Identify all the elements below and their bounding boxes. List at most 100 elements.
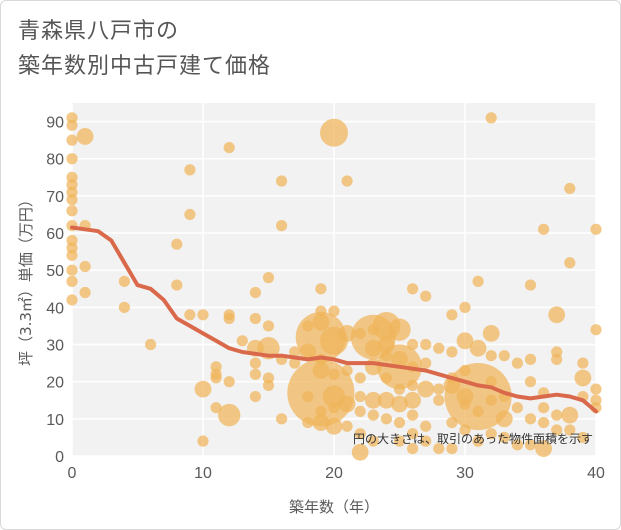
data-point bbox=[341, 420, 353, 432]
data-point bbox=[548, 306, 566, 324]
data-point bbox=[538, 416, 550, 429]
data-point bbox=[236, 335, 248, 347]
data-point bbox=[407, 442, 419, 455]
data-point bbox=[420, 338, 432, 351]
size-note: 円の大きさは、取引のあった物件面積を示す bbox=[353, 431, 593, 446]
data-point bbox=[538, 223, 550, 235]
data-point bbox=[66, 205, 78, 217]
data-point bbox=[472, 435, 484, 447]
data-point bbox=[378, 391, 395, 409]
data-point bbox=[485, 376, 497, 388]
data-point bbox=[577, 357, 589, 369]
y-tick-label: 80 bbox=[46, 152, 64, 169]
data-point bbox=[223, 312, 235, 325]
data-point bbox=[341, 175, 353, 187]
data-point bbox=[469, 339, 487, 357]
data-point bbox=[118, 275, 130, 287]
data-point bbox=[249, 312, 261, 325]
data-point bbox=[420, 435, 432, 447]
data-point bbox=[472, 405, 484, 418]
data-point bbox=[535, 440, 552, 457]
data-point bbox=[276, 175, 288, 187]
data-point bbox=[433, 394, 445, 406]
data-point bbox=[351, 443, 369, 461]
data-point bbox=[551, 353, 563, 365]
data-point bbox=[388, 318, 411, 341]
data-point bbox=[407, 338, 419, 351]
data-point bbox=[249, 368, 261, 380]
data-point bbox=[407, 283, 419, 295]
data-point bbox=[354, 372, 366, 384]
y-tick-label: 50 bbox=[46, 263, 64, 280]
data-point bbox=[66, 194, 78, 206]
y-tick-label: 0 bbox=[55, 449, 64, 466]
data-point bbox=[524, 279, 537, 291]
data-point bbox=[145, 338, 157, 351]
y-axis-label: 坪（3.3㎡）単価（万円） bbox=[17, 192, 35, 366]
data-point bbox=[184, 309, 196, 321]
y-tick-label: 40 bbox=[46, 300, 64, 317]
data-point bbox=[551, 409, 563, 421]
data-point bbox=[276, 413, 288, 425]
data-point bbox=[564, 182, 576, 195]
data-point bbox=[341, 364, 353, 377]
data-point bbox=[433, 383, 445, 395]
data-point bbox=[498, 350, 510, 362]
data-point bbox=[66, 134, 78, 146]
data-point bbox=[456, 332, 474, 350]
data-point bbox=[66, 153, 78, 165]
data-point bbox=[262, 320, 275, 332]
data-point bbox=[325, 417, 343, 435]
data-point bbox=[393, 435, 406, 447]
title-line-2: 築年数別中古戸建て価格 bbox=[18, 54, 272, 79]
data-point bbox=[564, 424, 576, 436]
y-tick-label: 30 bbox=[46, 338, 64, 355]
data-point bbox=[380, 413, 392, 425]
data-point bbox=[184, 208, 196, 221]
y-tick-label: 20 bbox=[46, 375, 64, 392]
data-point bbox=[289, 346, 301, 358]
data-point bbox=[551, 424, 563, 436]
data-point bbox=[420, 357, 432, 369]
data-point bbox=[524, 353, 537, 365]
data-point bbox=[66, 249, 78, 261]
data-point bbox=[171, 238, 183, 250]
data-point bbox=[79, 260, 91, 273]
data-point bbox=[249, 286, 261, 299]
data-point bbox=[210, 372, 222, 384]
data-point bbox=[218, 403, 241, 427]
data-point bbox=[524, 413, 537, 425]
data-point bbox=[574, 369, 592, 387]
y-tick-label: 60 bbox=[46, 226, 64, 243]
y-tick-label: 10 bbox=[46, 412, 64, 429]
data-point bbox=[338, 395, 356, 413]
data-point bbox=[66, 264, 78, 276]
data-point bbox=[262, 379, 275, 391]
data-point bbox=[498, 431, 510, 444]
y-tick-label: 90 bbox=[46, 115, 64, 132]
data-point bbox=[328, 368, 340, 380]
data-point bbox=[590, 383, 602, 395]
data-point bbox=[407, 409, 419, 421]
data-point bbox=[249, 357, 261, 369]
data-point bbox=[312, 414, 330, 431]
data-point bbox=[590, 223, 602, 235]
data-point bbox=[538, 402, 550, 414]
data-point bbox=[564, 257, 576, 269]
data-point bbox=[511, 402, 523, 414]
data-point bbox=[66, 119, 78, 131]
data-point bbox=[485, 112, 497, 124]
data-point bbox=[367, 409, 379, 421]
data-point bbox=[315, 405, 327, 418]
data-point bbox=[197, 309, 209, 321]
x-tick-label: 30 bbox=[456, 465, 474, 482]
data-point bbox=[184, 164, 196, 176]
trend-line bbox=[70, 225, 598, 414]
data-point bbox=[289, 357, 301, 369]
data-point bbox=[364, 391, 382, 409]
y-tick-label: 70 bbox=[46, 189, 64, 206]
data-point bbox=[79, 286, 91, 299]
data-point bbox=[459, 301, 471, 313]
x-axis-label: 築年数（年） bbox=[289, 498, 379, 516]
data-point bbox=[577, 431, 589, 444]
